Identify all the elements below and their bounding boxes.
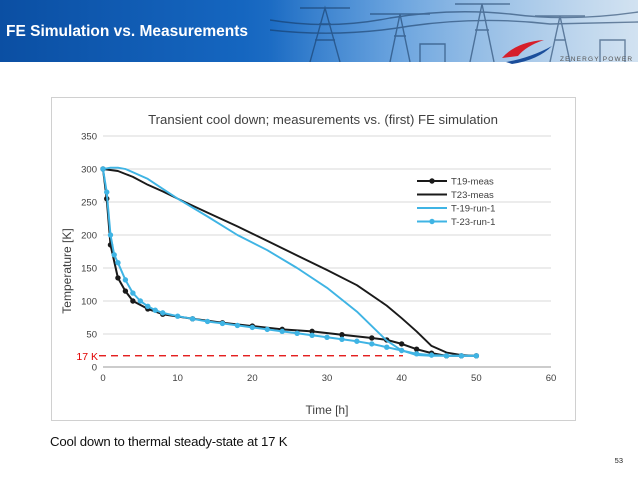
data-point-T-23-run-1 [384,344,390,350]
data-point-T-23-run-1 [309,332,315,339]
x-axis-label: Time [h] [306,403,349,417]
data-point-T19-meas [115,275,121,281]
x-tick-label: 40 [396,373,407,384]
data-point-T-23-run-1 [354,338,360,344]
legend-marker [429,218,435,225]
data-point-T-23-run-1 [369,341,375,347]
chart-frame [51,97,576,421]
data-point-T-23-run-1 [234,322,241,329]
data-point-T-23-run-1 [264,326,270,333]
data-point-T19-meas [122,288,129,294]
series-line-T23-meas [102,168,477,357]
data-point-T-23-run-1 [294,330,300,337]
data-point-T-23-run-1 [473,353,480,359]
data-point-T-23-run-1 [107,232,114,238]
legend-label: T23-meas [451,190,494,201]
data-point-T-23-run-1 [111,252,117,258]
y-tick-label: 350 [81,132,97,143]
chart-title: Transient cool down; measurements vs. (f… [148,112,498,127]
logo-text: ZENERGY POWER [560,56,634,63]
y-tick-label: 300 [81,165,97,176]
data-point-T-23-run-1 [398,347,405,354]
x-tick-label: 30 [322,373,333,384]
data-point-T-23-run-1 [279,328,285,335]
y-tick-label: 200 [81,231,97,242]
y-tick-label: 50 [86,330,97,341]
data-point-T-23-run-1 [428,352,435,358]
cooldown-chart: Transient cool down; measurements vs. (f… [51,97,576,421]
legend-label: T-19-run-1 [451,204,495,215]
data-point-T-23-run-1 [443,353,450,359]
data-point-T-23-run-1 [115,260,121,266]
page-number: 53 [614,456,623,465]
data-point-T-23-run-1 [100,166,106,172]
legend-label: T19-meas [451,177,494,188]
data-point-T19-meas [309,328,315,335]
data-point-T-23-run-1 [413,351,420,357]
data-point-T19-meas [130,298,136,304]
page-title: FE Simulation vs. Measurements [6,23,249,40]
x-tick-label: 20 [247,373,258,384]
data-point-T-23-run-1 [145,303,151,309]
data-point-T-23-run-1 [152,307,158,313]
y-tick-label: 150 [81,264,97,275]
annotation-label: 17 K [76,351,98,363]
data-point-T-23-run-1 [249,324,256,331]
y-tick-label: 250 [81,198,97,209]
data-point-T-23-run-1 [204,318,211,325]
zenergy-logo [502,40,552,64]
x-tick-label: 60 [546,373,557,384]
data-point-T-23-run-1 [104,189,110,195]
data-point-T-23-run-1 [130,290,136,296]
data-point-T19-meas [398,341,405,347]
data-point-T19-meas [369,335,375,341]
x-tick-label: 50 [471,373,482,384]
x-tick-label: 10 [172,373,183,384]
y-tick-label: 0 [92,363,97,374]
caption: Cool down to thermal steady-state at 17 … [50,434,288,449]
data-point-T-23-run-1 [339,336,345,342]
header-banner: FE Simulation vs. Measurements [0,0,638,62]
data-point-T-23-run-1 [189,316,196,322]
data-point-T-23-run-1 [122,277,129,283]
y-tick-label: 100 [81,297,97,308]
legend-marker [429,178,435,184]
substation-photo [270,0,638,62]
data-point-T-23-run-1 [137,298,144,304]
x-tick-label: 0 [100,373,105,384]
data-point-T-23-run-1 [324,334,330,340]
data-point-T-23-run-1 [458,353,465,359]
data-point-T-23-run-1 [174,313,181,319]
y-axis-label: Temperature [K] [60,228,74,313]
data-point-T-23-run-1 [160,310,166,316]
data-point-T19-meas [339,331,345,338]
data-point-T-23-run-1 [219,320,226,327]
data-point-T19-meas [413,346,420,352]
legend-label: T-23-run-1 [451,217,495,228]
